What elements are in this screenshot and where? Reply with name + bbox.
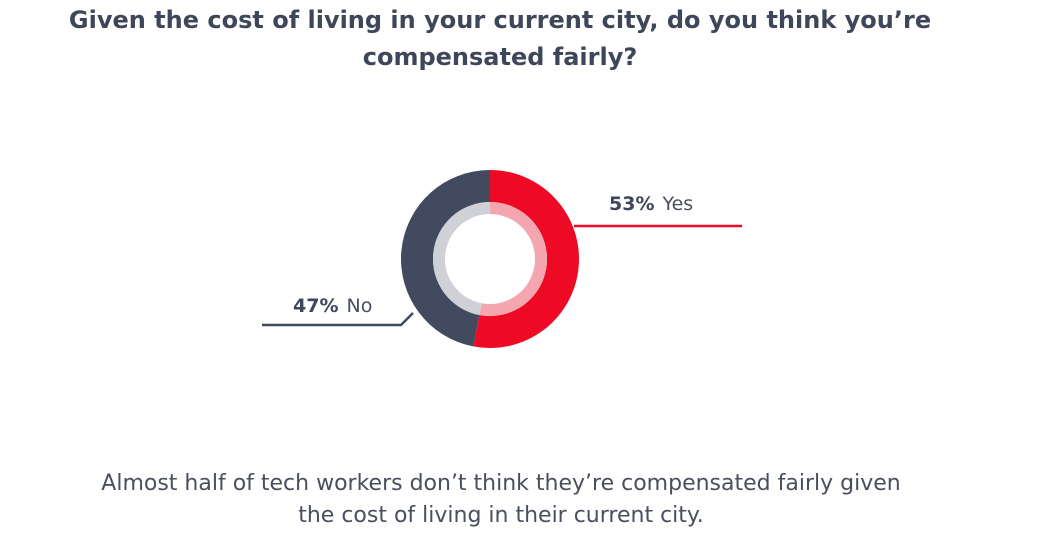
slice-value-no: 47% xyxy=(293,295,338,317)
donut-slices xyxy=(401,170,579,348)
leader-lines xyxy=(262,224,742,327)
inner-slice-no xyxy=(432,202,490,315)
slice-no xyxy=(401,170,490,347)
chart-title: Given the cost of living in your current… xyxy=(0,2,1000,76)
slice-value-yes: 53% xyxy=(609,193,654,215)
slice-name-no: No xyxy=(346,295,372,317)
slice-yes xyxy=(473,170,579,348)
chart-caption-line-1: Almost half of tech workers don’t think … xyxy=(101,471,901,496)
chart-caption-line-2: the cost of living in their current city… xyxy=(298,503,704,528)
chart-caption: Almost half of tech workers don’t think … xyxy=(0,468,1002,532)
slice-label-no: 47% No xyxy=(293,295,372,317)
chart-title-line-2: compensated fairly? xyxy=(362,43,638,71)
inner-slice-yes xyxy=(479,202,547,316)
slice-labels: 53% Yes 47% No xyxy=(293,193,693,317)
leader-line-no xyxy=(262,312,414,327)
slice-label-yes: 53% Yes xyxy=(609,193,693,215)
slice-name-yes: Yes xyxy=(661,193,693,215)
donut-inner-ring xyxy=(432,202,547,316)
chart-title-line-1: Given the cost of living in your current… xyxy=(68,6,932,34)
